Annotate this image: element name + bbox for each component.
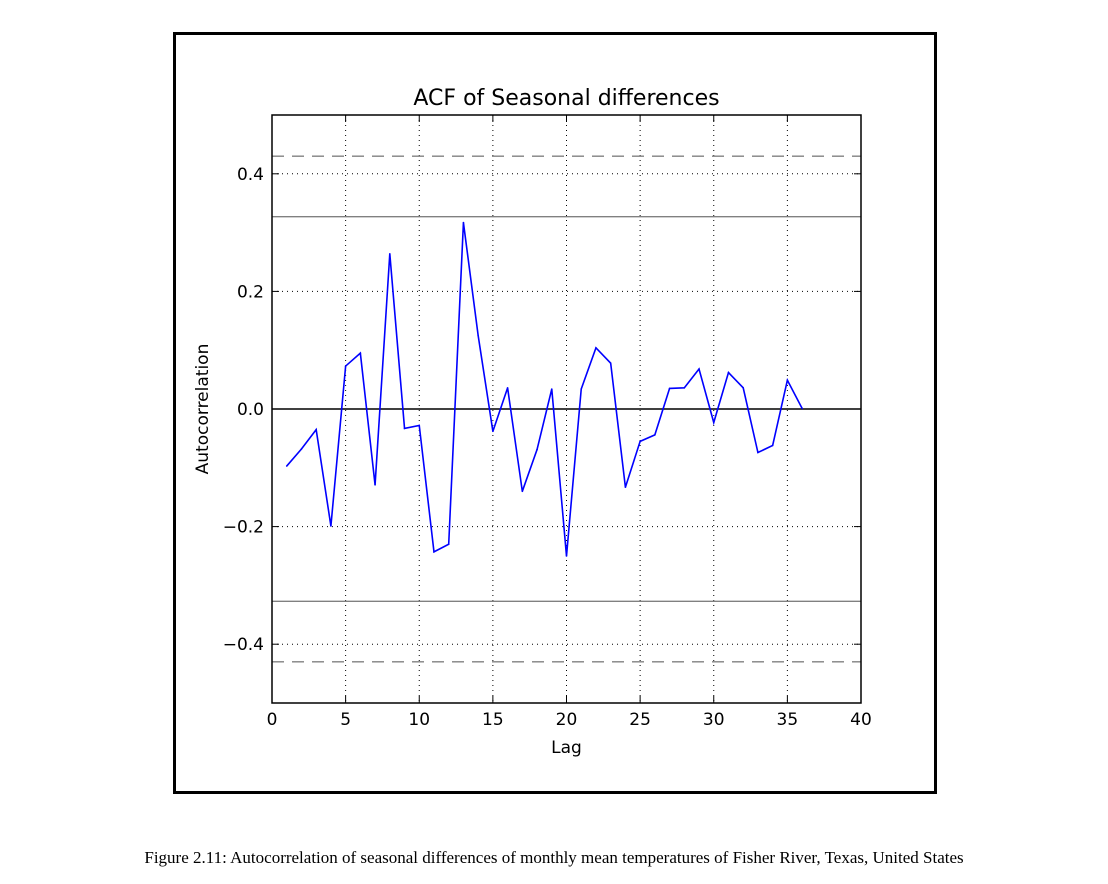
acf-data-point	[683, 387, 686, 389]
acf-data-point	[418, 424, 421, 427]
acf-data-point	[654, 434, 656, 436]
acf-data-point	[609, 362, 612, 364]
x-tick-label: 20	[556, 710, 578, 730]
acf-data-point	[742, 387, 744, 389]
figure-frame: 0 5 10 15 20 25 30 35 40 −0.4 −0.2 0.0 0.2 0.4 ACF of…	[173, 32, 937, 794]
acf-data-point	[492, 430, 494, 433]
acf-data-point	[565, 555, 568, 557]
acf-series-line	[286, 222, 803, 557]
x-tick-label: 5	[340, 710, 351, 730]
chart-title: ACF of Seasonal differences	[413, 86, 719, 111]
acf-data-point	[506, 387, 509, 389]
acf-data-point	[801, 407, 803, 410]
acf-data-point	[389, 252, 391, 255]
acf-data-point	[550, 388, 553, 390]
y-axis-label: Autocorrelation	[193, 344, 213, 475]
acf-data-point	[771, 444, 774, 447]
acf-data-point	[462, 221, 465, 224]
reference-lines	[272, 155, 861, 663]
acf-data-point	[595, 347, 597, 349]
acf-data-point	[315, 428, 317, 431]
x-tick-label: 15	[482, 710, 504, 730]
acf-data-point	[536, 448, 538, 451]
acf-data-point	[447, 543, 450, 546]
x-tick-label: 40	[850, 710, 872, 730]
acf-data-point	[639, 440, 641, 443]
figure-caption: Figure 2.11: Autocorrelation of seasonal…	[144, 848, 964, 867]
y-tick-label: −0.4	[223, 635, 264, 655]
acf-data-point	[300, 448, 303, 450]
acf-data-point	[330, 525, 332, 527]
acf-chart: 0 5 10 15 20 25 30 35 40 −0.4 −0.2 0.0 0.2 0.4 ACF of…	[193, 86, 872, 758]
acf-data-point	[433, 551, 435, 553]
y-tick-label: 0.0	[237, 400, 264, 420]
acf-data-point	[521, 490, 524, 493]
y-tick-label: −0.2	[223, 518, 264, 538]
acf-data-point	[727, 371, 730, 374]
acf-data-point	[374, 484, 376, 486]
x-tick-label: 25	[629, 710, 651, 730]
acf-data-point	[698, 368, 700, 370]
x-axis-label: Lag	[551, 738, 582, 758]
acf-data-point	[285, 465, 288, 467]
x-tick-label: 30	[703, 710, 725, 730]
acf-data-point	[403, 427, 406, 430]
series-layer	[285, 221, 803, 557]
acf-data-point	[344, 365, 347, 367]
acf-data-point	[757, 451, 759, 454]
acf-data-point	[668, 387, 671, 390]
x-tick-label: 35	[777, 710, 799, 730]
acf-data-point	[712, 421, 715, 424]
acf-data-point	[580, 388, 583, 390]
y-tick-label: 0.4	[237, 165, 264, 185]
acf-data-point	[359, 352, 362, 354]
acf-data-point	[477, 334, 479, 337]
tick-layer: 0 5 10 15 20 25 30 35 40 −0.4 −0.2 0.0 0.2 0.4	[223, 115, 872, 730]
x-tick-label: 10	[408, 710, 430, 730]
y-tick-label: 0.2	[237, 282, 264, 302]
acf-data-point	[624, 486, 627, 489]
x-tick-label: 0	[267, 710, 278, 730]
acf-data-point	[786, 379, 789, 381]
